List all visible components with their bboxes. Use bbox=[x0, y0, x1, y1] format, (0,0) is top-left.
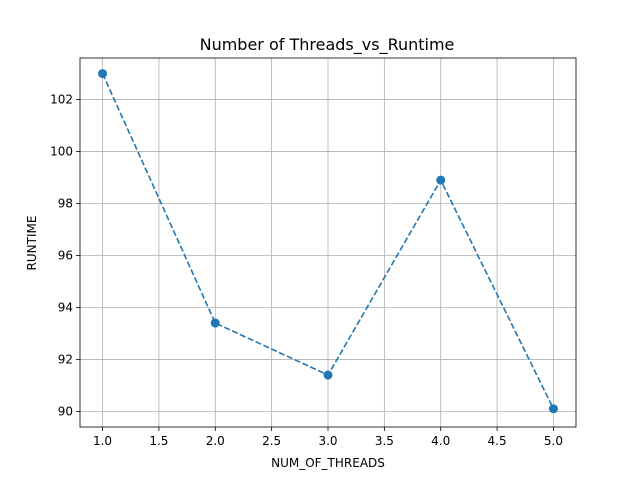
x-tick-label: 1.5 bbox=[149, 434, 168, 448]
series-group bbox=[98, 69, 558, 414]
plot-frame bbox=[79, 57, 577, 428]
x-tick-label: 3.5 bbox=[375, 434, 394, 448]
data-point bbox=[98, 69, 108, 79]
y-tick-label: 98 bbox=[58, 197, 73, 211]
data-point bbox=[323, 370, 333, 380]
y-axis-label: RUNTIME bbox=[25, 216, 39, 271]
x-tick-label: 4.5 bbox=[488, 434, 507, 448]
y-tick-label: 90 bbox=[58, 404, 73, 418]
x-tick-label: 1.0 bbox=[93, 434, 112, 448]
data-point bbox=[436, 175, 446, 185]
data-point bbox=[548, 404, 558, 414]
chart-title: Number of Threads_vs_Runtime bbox=[200, 35, 455, 55]
grid bbox=[80, 58, 576, 427]
x-tick-label: 3.0 bbox=[318, 434, 337, 448]
y-tick-label: 96 bbox=[58, 248, 73, 262]
data-point bbox=[210, 318, 220, 328]
y-tick-label: 92 bbox=[58, 352, 73, 366]
x-tick-label: 5.0 bbox=[544, 434, 563, 448]
x-tick-label: 4.0 bbox=[431, 434, 450, 448]
y-axis-ticks: 90 92 94 96 98 100 102 bbox=[50, 93, 80, 418]
y-tick-label: 102 bbox=[50, 93, 73, 107]
x-tick-label: 2.0 bbox=[206, 434, 225, 448]
y-tick-label: 94 bbox=[58, 300, 73, 314]
y-tick-label: 100 bbox=[50, 145, 73, 159]
x-tick-label: 2.5 bbox=[262, 434, 281, 448]
x-axis-label: NUM_OF_THREADS bbox=[271, 456, 385, 470]
x-axis-ticks: 1.0 1.5 2.0 2.5 3.0 3.5 4.0 4.5 5.0 bbox=[93, 427, 563, 448]
